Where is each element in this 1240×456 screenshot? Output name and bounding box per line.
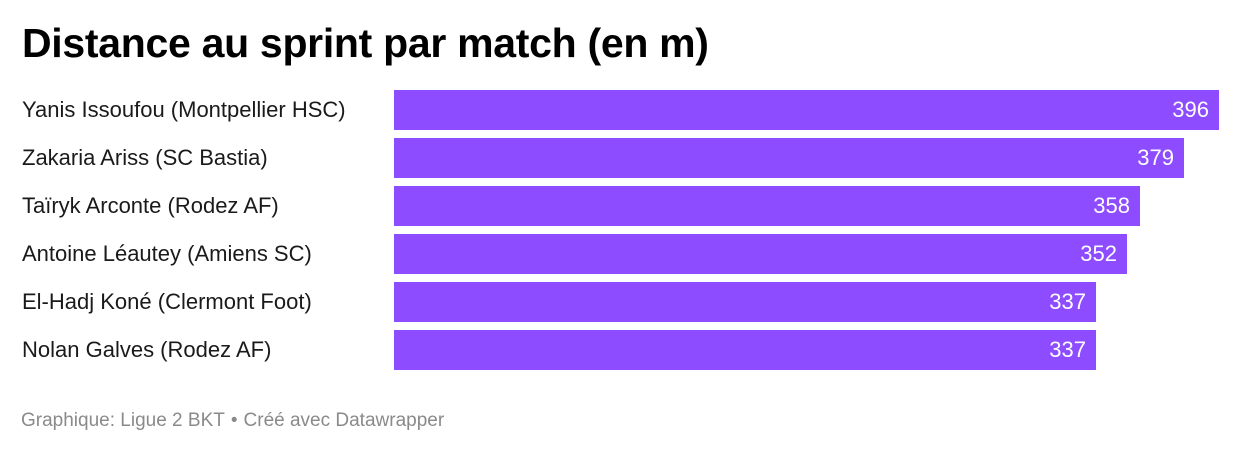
bar <box>394 138 1184 178</box>
category-label: Taïryk Arconte (Rodez AF) <box>22 193 279 218</box>
bar-value-label: 337 <box>1049 289 1086 314</box>
bar <box>394 186 1140 226</box>
bar <box>394 330 1096 370</box>
bar-row: Zakaria Ariss (SC Bastia) 379 <box>0 138 1240 178</box>
category-label: Zakaria Ariss (SC Bastia) <box>22 145 268 170</box>
bar-value-label: 352 <box>1080 241 1117 266</box>
category-label: Antoine Léautey (Amiens SC) <box>22 241 312 266</box>
bar <box>394 282 1096 322</box>
category-label: Nolan Galves (Rodez AF) <box>22 337 272 362</box>
source-note: Graphique: Ligue 2 BKT <box>21 410 225 431</box>
bar <box>394 90 1219 130</box>
bar-value-label: 396 <box>1172 97 1209 122</box>
bar-row: Antoine Léautey (Amiens SC) 352 <box>0 234 1240 274</box>
chart-title: Distance au sprint par match (en m) <box>22 20 709 66</box>
bar-row: Yanis Issoufou (Montpellier HSC) 396 <box>0 90 1240 130</box>
bar-chart: Yanis Issoufou (Montpellier HSC) 396 Zakar… <box>0 90 1240 370</box>
bar-value-label: 379 <box>1137 145 1174 170</box>
bar <box>394 234 1127 274</box>
bar-row: Nolan Galves (Rodez AF) 337 <box>0 330 1240 370</box>
category-label: Yanis Issoufou (Montpellier HSC) <box>22 97 346 122</box>
bar-row: Taïryk Arconte (Rodez AF) 358 <box>0 186 1240 226</box>
bar-value-label: 358 <box>1093 193 1130 218</box>
footer-separator: • <box>230 410 238 431</box>
chart-footer: Graphique: Ligue 2 BKT • Créé avec Datawra… <box>21 410 444 432</box>
bar-row: El-Hadj Koné (Clermont Foot) 337 <box>0 282 1240 322</box>
category-label: El-Hadj Koné (Clermont Foot) <box>22 289 312 314</box>
credit-link[interactable]: Créé avec Datawrapper <box>243 410 445 431</box>
bar-value-label: 337 <box>1049 337 1086 362</box>
